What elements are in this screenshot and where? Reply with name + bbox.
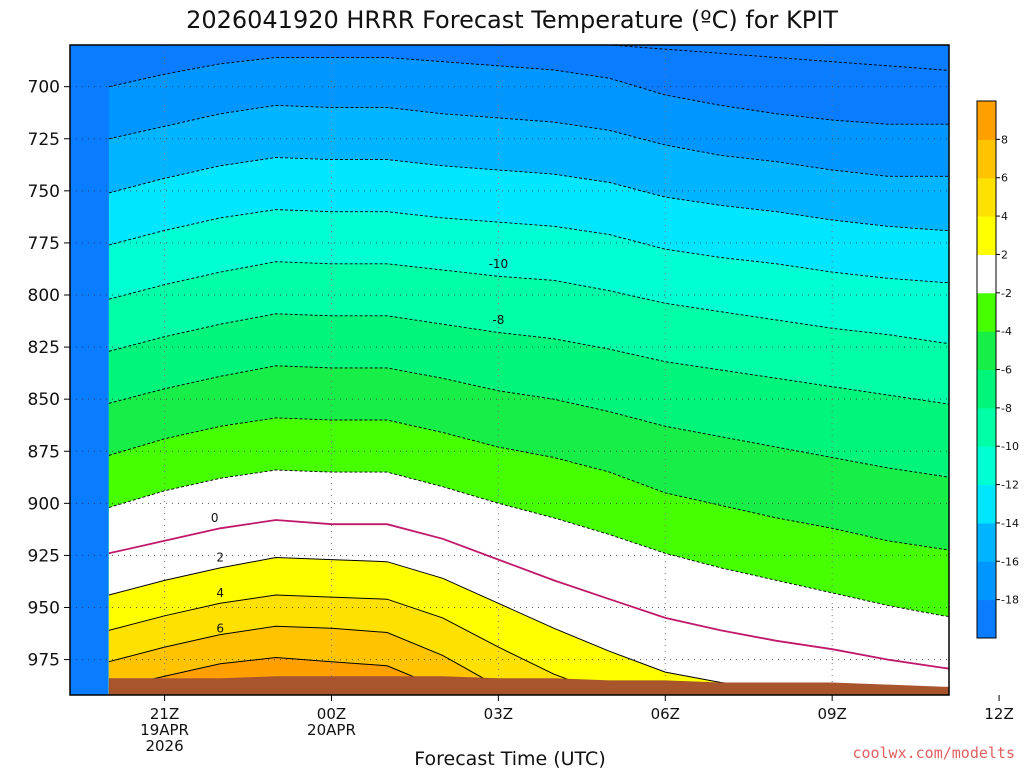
x-tick-label-06Z: 06Z	[651, 705, 680, 723]
isotherm-0	[108, 519, 949, 670]
colorbar: -18 -16 -14 -12 -10 -8 -6 -4 -2 2 4 6 8	[976, 100, 1019, 639]
colorbar-label--8: -8	[1001, 402, 1012, 415]
y-tick-800: 800	[28, 286, 60, 306]
y-tick-775: 775	[28, 234, 60, 254]
colorbar-label--2: -2	[1001, 287, 1012, 300]
isotherm-4	[108, 594, 610, 695]
contour-label-2: 2	[216, 551, 224, 565]
x-tick-label-2026: 2026	[145, 737, 183, 755]
contour-label--10: -10	[489, 257, 509, 271]
chart-title: 2026041920 HRRR Forecast Temperature (ºC…	[186, 6, 838, 34]
colorbar-swatch--2	[977, 254, 996, 294]
colorbar-swatch--16	[977, 522, 996, 562]
colorbar-label--16: -16	[1001, 555, 1019, 568]
colorbar-swatch--4	[977, 292, 996, 332]
x-tick-label-19APR: 19APR	[140, 721, 189, 739]
isotherm--20	[164, 45, 949, 71]
y-tick-700: 700	[28, 78, 60, 98]
contour-label--8: -8	[492, 313, 504, 327]
ground-terrain	[108, 676, 949, 695]
colorbar-label--4: -4	[1001, 325, 1012, 338]
isotherm--8	[108, 313, 949, 405]
colorbar-swatch--12	[977, 446, 996, 486]
band-coldest	[164, 45, 949, 71]
isotherm--6	[108, 365, 949, 478]
x-tick-label-20APR: 20APR	[307, 721, 356, 739]
colorbar-label--12: -12	[1001, 479, 1019, 492]
colorbar-swatch--6	[977, 331, 996, 370]
colorbar-swatch--14	[977, 484, 996, 524]
y-tick-875: 875	[28, 442, 60, 462]
x-tick-label-12Z: 12Z	[984, 705, 1013, 723]
contour-label-4: 4	[216, 586, 224, 600]
colorbar-swatch-4	[977, 177, 996, 217]
colorbar-swatch--8	[977, 369, 996, 409]
isotherm--18	[108, 57, 949, 125]
plot-frame	[69, 44, 950, 696]
y-tick-825: 825	[28, 338, 60, 358]
isotherm--16	[108, 104, 949, 177]
isotherm-2	[108, 556, 833, 695]
x-tick-label-00Z: 00Z	[317, 705, 346, 723]
isotherm-lines	[108, 45, 949, 695]
colorbar-label-6: 6	[1001, 172, 1008, 185]
isotherm--14	[108, 157, 949, 231]
colorbar-label-8: 8	[1001, 133, 1008, 146]
colorbar-swatch--18	[977, 561, 996, 601]
contour-label-6: 6	[216, 621, 224, 635]
y-tick-725: 725	[28, 130, 60, 150]
y-tick-750: 750	[28, 182, 60, 202]
colorbar-label--14: -14	[1001, 517, 1019, 530]
isotherm--12	[108, 209, 949, 283]
y-tick-950: 950	[28, 599, 60, 619]
ground-fill	[108, 676, 949, 695]
colorbar-label--10: -10	[1001, 440, 1019, 453]
colorbar-label-2: 2	[1001, 248, 1008, 261]
x-axis-label: Forecast Time (UTC)	[414, 748, 605, 768]
colorbar-swatch--10	[977, 407, 996, 447]
contour-label-0: 0	[211, 511, 219, 525]
isotherm--2	[108, 469, 949, 617]
colorbar-label--18: -18	[1001, 594, 1019, 607]
colorbar-swatch-6	[977, 139, 996, 179]
isotherm-8	[108, 656, 443, 690]
temperature-bands	[70, 45, 949, 695]
isotherm--4	[108, 417, 949, 551]
colorbar-label--6: -6	[1001, 364, 1012, 377]
y-tick-925: 925	[28, 546, 60, 566]
y-axis: 700 725 750 775 800 825 850 875 900 925 950 975	[28, 78, 70, 671]
credit-text[interactable]: coolwx.com/modelts	[852, 744, 1015, 762]
x-tick-label-09Z: 09Z	[817, 705, 846, 723]
colorbar-swatch-2	[977, 216, 996, 255]
isotherm-6	[108, 625, 499, 688]
isotherm--10	[108, 261, 949, 344]
colorbar-swatch--20	[977, 599, 996, 639]
colorbar-label-4: 4	[1001, 210, 1008, 223]
colorbar-swatch-8	[977, 101, 996, 140]
y-tick-900: 900	[28, 494, 60, 514]
y-tick-975: 975	[28, 651, 60, 671]
x-tick-label-03Z: 03Z	[484, 705, 513, 723]
grid-lines	[70, 45, 949, 695]
x-tick-label-21Z: 21Z	[150, 705, 179, 723]
y-tick-850: 850	[28, 390, 60, 410]
